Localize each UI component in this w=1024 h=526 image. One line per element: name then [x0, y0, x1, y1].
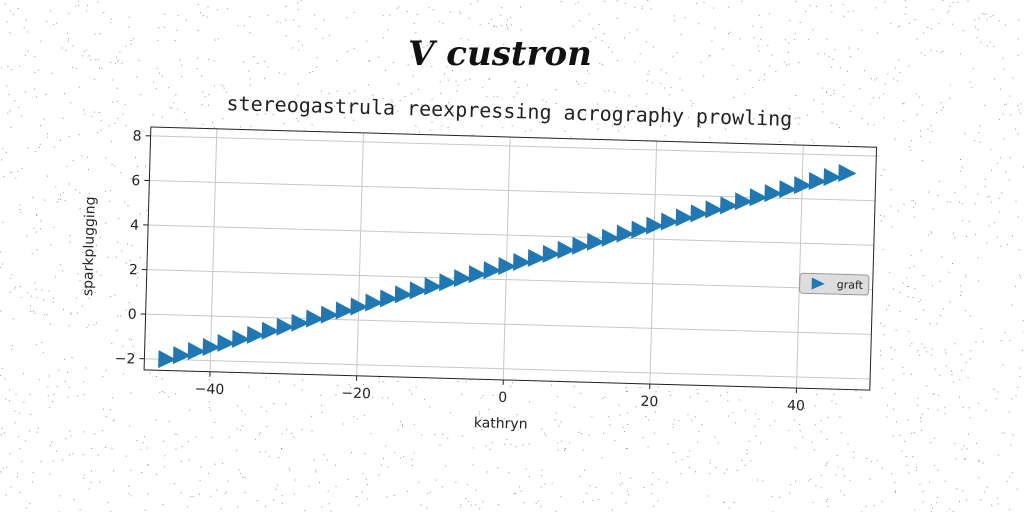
noise-dot [843, 4, 844, 5]
noise-dot [220, 508, 221, 509]
plot-area [144, 127, 877, 390]
noise-dot [617, 0, 618, 1]
x-tick-label: 0 [498, 390, 507, 406]
legend: graft [799, 273, 869, 295]
noise-dot [831, 5, 832, 6]
noise-dot [950, 6, 951, 7]
noise-dot [968, 1, 969, 2]
x-tick-label: −40 [195, 381, 225, 398]
chart-title: stereogastrula reexpressing acrography p… [226, 91, 792, 131]
noise-dot [163, 504, 164, 505]
noise-dot [796, 1, 797, 2]
noise-dot [237, 507, 238, 508]
noise-dot [304, 510, 305, 511]
noise-dot [933, 9, 934, 10]
noise-dot [742, 1, 743, 2]
y-tick-label: −2 [115, 351, 136, 368]
noise-dot [810, 5, 811, 6]
noise-dot [265, 506, 266, 507]
noise-dot [1022, 350, 1023, 351]
noise-dot [958, 2, 959, 3]
x-tick-label: 20 [640, 394, 658, 410]
noise-dot [145, 510, 146, 511]
noise-dot [816, 6, 817, 7]
y-tick-label: 0 [127, 307, 136, 323]
y-tick-label: 6 [131, 173, 140, 189]
y-tick-label: 8 [132, 128, 141, 144]
noise-dot [884, 1, 885, 2]
x-tick-label: −20 [341, 385, 371, 402]
x-axis-label: kathryn [474, 415, 528, 432]
y-tick-label: 2 [129, 262, 138, 278]
noise-dot [905, 0, 906, 1]
noise-dot [696, 3, 697, 4]
noise-dot [4, 3, 5, 4]
noise-dot [647, 0, 648, 1]
noise-dot [108, 502, 109, 503]
noise-dot [26, 508, 27, 509]
x-tick-label: 40 [787, 398, 805, 414]
noise-dot [80, 509, 81, 510]
noise-dot [906, 7, 907, 8]
noise-dot [876, 7, 877, 8]
y-tick-label: 4 [130, 218, 139, 234]
legend-label-graft: graft [837, 278, 864, 292]
noise-dot [943, 0, 944, 1]
noise-dot [187, 506, 188, 507]
noise-dot [953, 2, 954, 3]
noise-dot [331, 511, 332, 512]
noise-dot [704, 2, 705, 3]
noise-dot [30, 503, 31, 504]
y-axis-label: sparkplugging [80, 196, 99, 296]
